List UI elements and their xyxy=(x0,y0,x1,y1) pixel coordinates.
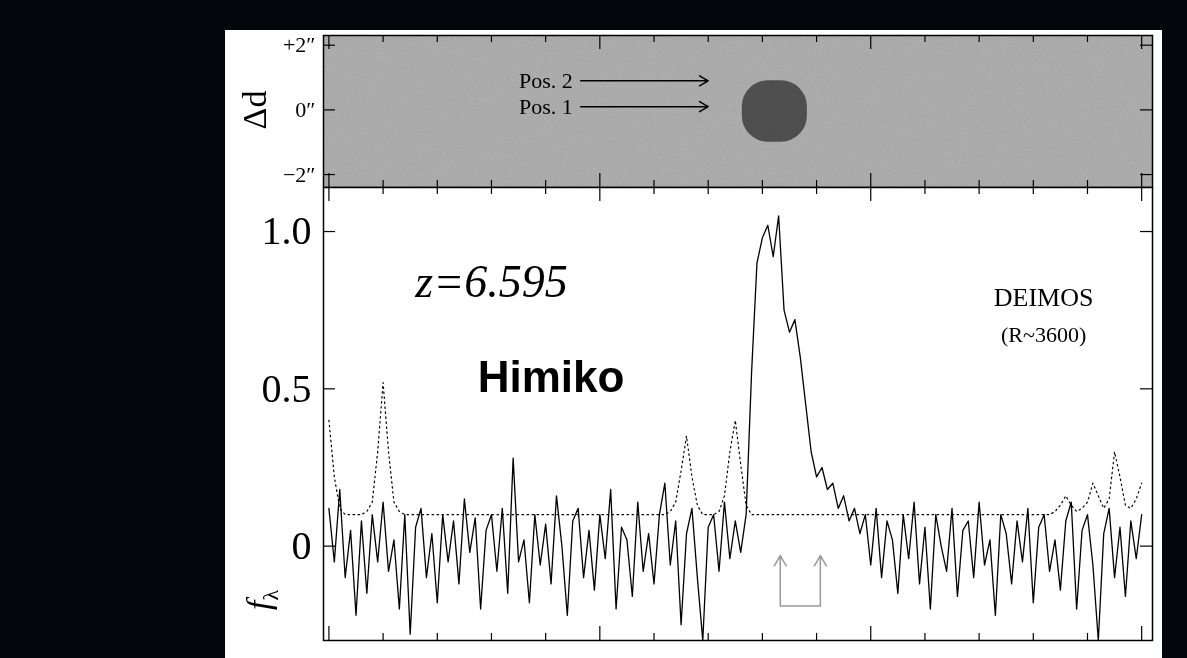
svg-text:+2″: +2″ xyxy=(283,32,316,57)
svg-text:−2″: −2″ xyxy=(283,162,316,187)
svg-text:Pos. 1: Pos. 1 xyxy=(519,94,573,119)
svg-text:0.5: 0.5 xyxy=(262,366,312,411)
svg-text:DEIMOS: DEIMOS xyxy=(994,283,1094,312)
svg-text:0: 0 xyxy=(292,523,312,568)
html-text:f: f xyxy=(240,600,278,611)
svg-text:z=6.595: z=6.595 xyxy=(414,256,567,307)
html-text:λ: λ xyxy=(257,589,283,601)
svg-text:(R~3600): (R~3600) xyxy=(1001,322,1086,347)
svg-text:Himiko: Himiko xyxy=(478,352,625,401)
svg-text:0″: 0″ xyxy=(295,97,315,122)
svg-text:1.0: 1.0 xyxy=(262,208,312,253)
html-text:Δd: Δd xyxy=(236,90,273,130)
svg-text:Pos. 2: Pos. 2 xyxy=(519,68,573,93)
